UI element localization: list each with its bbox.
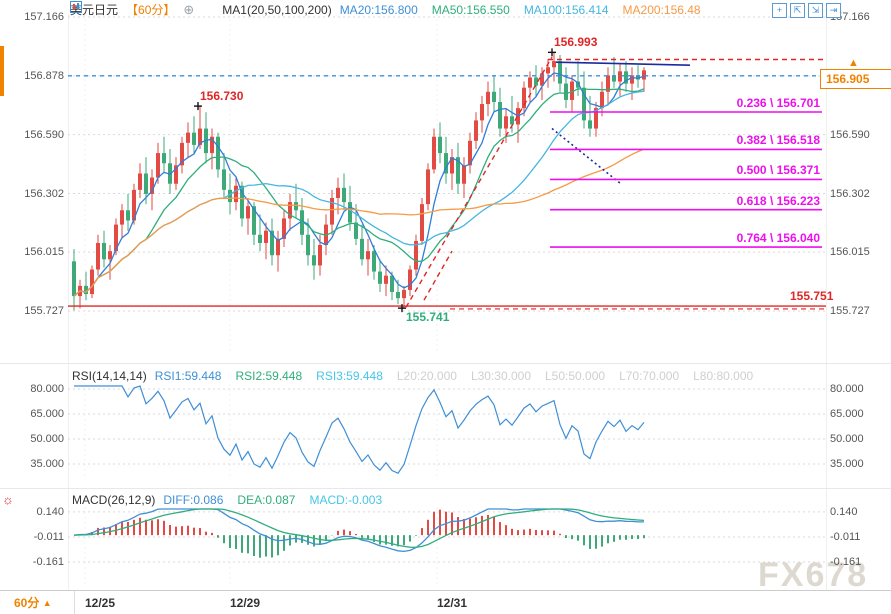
price-axis-label-right: 155.727 bbox=[830, 305, 870, 317]
ma-value: MA50:156.550 bbox=[431, 2, 510, 17]
date-axis: 60分 ▲ 12/25 12/29 12/31 bbox=[0, 590, 891, 614]
price-annotation: 155.741 bbox=[406, 310, 450, 325]
macd-axis-label-left: -0.161 bbox=[32, 556, 64, 568]
fib-level-label: 0.382 \ 156.518 bbox=[736, 133, 820, 148]
rsi-axis-label-right: 80.000 bbox=[830, 383, 864, 395]
rsi-axis-label-left: 50.000 bbox=[30, 433, 64, 445]
macd-axis-label-right: 0.140 bbox=[830, 505, 858, 518]
chart-toolbar: + ⇱ ⇲ ⇥ bbox=[772, 3, 841, 18]
period-badge: 【60分】 bbox=[126, 3, 176, 17]
macd-axis-label-right: -0.161 bbox=[830, 556, 862, 568]
rsi-value: RSI3:59.448 bbox=[316, 369, 383, 383]
date-tick-label: 12/29 bbox=[230, 596, 261, 610]
price-up-arrow-icon: ▲ bbox=[848, 57, 859, 70]
price-axis-label-left: 156.878 bbox=[24, 69, 64, 82]
price-axis-label-right: 156.590 bbox=[830, 128, 870, 141]
current-price-tag: 156.905 bbox=[820, 69, 891, 90]
panel-separator bbox=[0, 363, 891, 364]
price-axis-label-left: 156.015 bbox=[24, 246, 64, 259]
macd-value: MACD:-0.003 bbox=[309, 493, 383, 507]
fib-level-label: 0.618 \ 156.223 bbox=[736, 193, 820, 208]
price-axis-label-left: 156.590 bbox=[24, 128, 64, 141]
ma-settings-label[interactable]: MA1(20,50,100,200) bbox=[222, 2, 332, 17]
rsi-axis-label-right: 65.000 bbox=[830, 408, 864, 420]
symbol-title: 美元日元 bbox=[70, 3, 119, 17]
ma-values: MA20:156.800 MA50:156.550 MA100:156.414 MA2… bbox=[340, 3, 701, 17]
period-selector[interactable]: 60分 ▲ bbox=[0, 591, 75, 614]
rsi-value: L50:50.000 bbox=[545, 369, 606, 383]
rsi-values: RSI1:59.448 RSI2:59.448 RSI3:59.448 L20:20.… bbox=[155, 369, 753, 383]
fib-level-label: 0.236 \ 156.701 bbox=[736, 96, 820, 110]
rsi-value: RSI2:59.448 bbox=[235, 369, 303, 383]
rsi-settings-label[interactable]: RSI(14,14,14) bbox=[72, 369, 147, 383]
macd-axis-label-left: 0.140 bbox=[36, 505, 64, 518]
pan-icon[interactable]: + bbox=[772, 3, 787, 18]
link-icon[interactable]: ⊕ bbox=[183, 1, 195, 17]
macd-axis-label-left: -0.011 bbox=[33, 531, 64, 543]
rsi-value: L20:20.000 bbox=[396, 369, 457, 383]
price-axis-label-right: 156.015 bbox=[830, 246, 870, 259]
main-chart-header: 美元日元 【60分】 ⊕ MA1(20,50,100,200) MA20:156… bbox=[70, 1, 701, 18]
watermark: FX678 bbox=[758, 556, 869, 594]
date-tick-label: 12/25 bbox=[85, 596, 116, 610]
ma-value: MA100:156.414 bbox=[523, 2, 609, 17]
period-arrow-icon: ▲ bbox=[42, 598, 52, 608]
rsi-value: RSI1:59.448 bbox=[154, 369, 222, 383]
macd-header: MACD(26,12,9) DIFF:0.086 DEA:0.087 MACD:-0… bbox=[72, 493, 382, 507]
rsi-axis-label-right: 50.000 bbox=[830, 433, 864, 445]
fit-vertical-icon[interactable]: ⇱ bbox=[790, 3, 805, 18]
macd-values: DIFF:0.086 DEA:0.087 MACD:-0.003 bbox=[163, 493, 382, 507]
macd-settings-label[interactable]: MACD(26,12,9) bbox=[72, 493, 156, 507]
period-label: 60分 bbox=[14, 596, 40, 610]
macd-value: DIFF:0.086 bbox=[163, 493, 224, 507]
panel-separator bbox=[0, 488, 891, 489]
price-axis-label-right: 156.302 bbox=[830, 187, 870, 200]
rsi-header: RSI(14,14,14) RSI1:59.448 RSI2:59.448 RSI3… bbox=[72, 369, 753, 383]
rsi-value: L80:80.000 bbox=[693, 369, 754, 383]
rsi-axis-label-right: 35.000 bbox=[830, 458, 864, 470]
rsi-axis-label-left: 80.000 bbox=[30, 383, 64, 395]
macd-axis-label-right: -0.011 bbox=[830, 531, 861, 543]
rsi-axis-label-left: 35.000 bbox=[30, 458, 64, 470]
fib-level-label: 0.500 \ 156.371 bbox=[736, 163, 820, 178]
price-axis-label-left: 156.302 bbox=[24, 187, 64, 200]
plot-right-border bbox=[826, 14, 827, 590]
fib-level-label: 0.764 \ 156.040 bbox=[736, 231, 820, 246]
macd-value: DEA:0.087 bbox=[237, 493, 296, 507]
fit-horizontal-icon[interactable]: ⇲ bbox=[808, 3, 823, 18]
scroll-indicator[interactable] bbox=[0, 46, 4, 96]
ma-value: MA200:156.48 bbox=[622, 2, 701, 17]
macd-indicator-icon[interactable]: ☼ bbox=[2, 492, 14, 507]
rsi-axis-label-left: 65.000 bbox=[30, 408, 64, 420]
price-axis-label-left: 157.166 bbox=[24, 11, 64, 23]
price-annotation: 156.993 bbox=[554, 35, 598, 50]
plot-left-border bbox=[68, 14, 69, 590]
date-tick-label: 12/31 bbox=[437, 596, 468, 610]
price-annotation: 155.751 bbox=[790, 289, 834, 304]
price-axis-label-left: 155.727 bbox=[24, 305, 64, 317]
ma-value: MA20:156.800 bbox=[339, 2, 418, 17]
rsi-value: L30:30.000 bbox=[470, 369, 531, 383]
shift-right-icon[interactable]: ⇥ bbox=[826, 3, 841, 18]
rsi-value: L70:70.000 bbox=[619, 369, 680, 383]
price-annotation: 156.730 bbox=[200, 89, 244, 104]
candle-chart-icon[interactable] bbox=[70, 1, 214, 16]
